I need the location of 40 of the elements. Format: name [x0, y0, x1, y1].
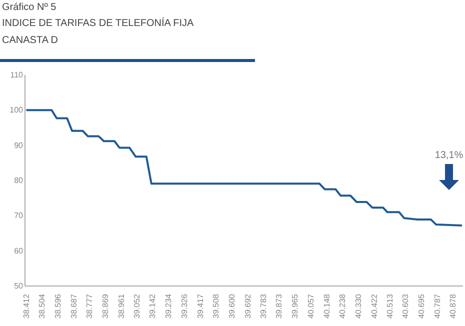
x-tick-label: 40.787 — [432, 293, 442, 318]
x-tick-label: 40.057 — [306, 293, 316, 318]
x-tick-label: 38.412 — [22, 293, 31, 318]
y-tick-label: 50 — [14, 282, 24, 291]
x-tick-label: 38.961 — [116, 293, 126, 318]
x-tick-label: 39.873 — [274, 293, 284, 318]
x-tick-label: 39.600 — [227, 293, 236, 318]
x-tick-label: 40.330 — [354, 293, 363, 318]
x-tick-label: 39.052 — [132, 293, 142, 318]
chart-title: INDICE DE TARIFAS DE TELEFONÍA FIJA — [2, 17, 194, 29]
y-tick-label: 100 — [10, 106, 24, 115]
y-tick-label: 80 — [14, 176, 24, 186]
x-tick-label: 39.234 — [164, 293, 174, 318]
x-tick-label: 39.326 — [180, 293, 190, 318]
x-tick-label: 40.513 — [386, 293, 394, 318]
x-tick-label: 38.777 — [84, 293, 94, 318]
x-tick-label: 39.142 — [148, 293, 158, 318]
x-tick-label: 38.504 — [38, 293, 47, 318]
chart-subtitle: CANASTA D — [2, 35, 58, 46]
x-tick-label: 38.687 — [69, 293, 78, 318]
x-tick-label: 40.878 — [448, 293, 458, 318]
y-tick-label: 110 — [10, 70, 24, 80]
x-tick-label: 39.508 — [212, 293, 221, 318]
x-tick-label: 39.417 — [196, 293, 205, 318]
x-tick-label: 39.783 — [259, 293, 268, 318]
x-tick-label: 40.422 — [370, 293, 379, 318]
x-tick-label: 40.148 — [322, 293, 332, 318]
x-tick-label: 38.596 — [54, 293, 63, 318]
x-tick-label: 40.695 — [417, 293, 426, 318]
x-tick-label: 39.692 — [243, 293, 252, 318]
x-tick-label: 40.238 — [338, 293, 347, 318]
line-series — [25, 109, 463, 227]
y-tick-label: 90 — [14, 140, 24, 150]
x-tick-label: 39.965 — [290, 293, 300, 318]
x-tick-label: 40.603 — [401, 293, 410, 318]
x-tick-label: 38.869 — [100, 293, 110, 318]
annotation: 13,1% — [434, 150, 464, 161]
y-tick-label: 70 — [14, 211, 24, 220]
text: Gráfico Nº 5 — [2, 2, 57, 13]
y-tick-label: 60 — [14, 246, 24, 256]
